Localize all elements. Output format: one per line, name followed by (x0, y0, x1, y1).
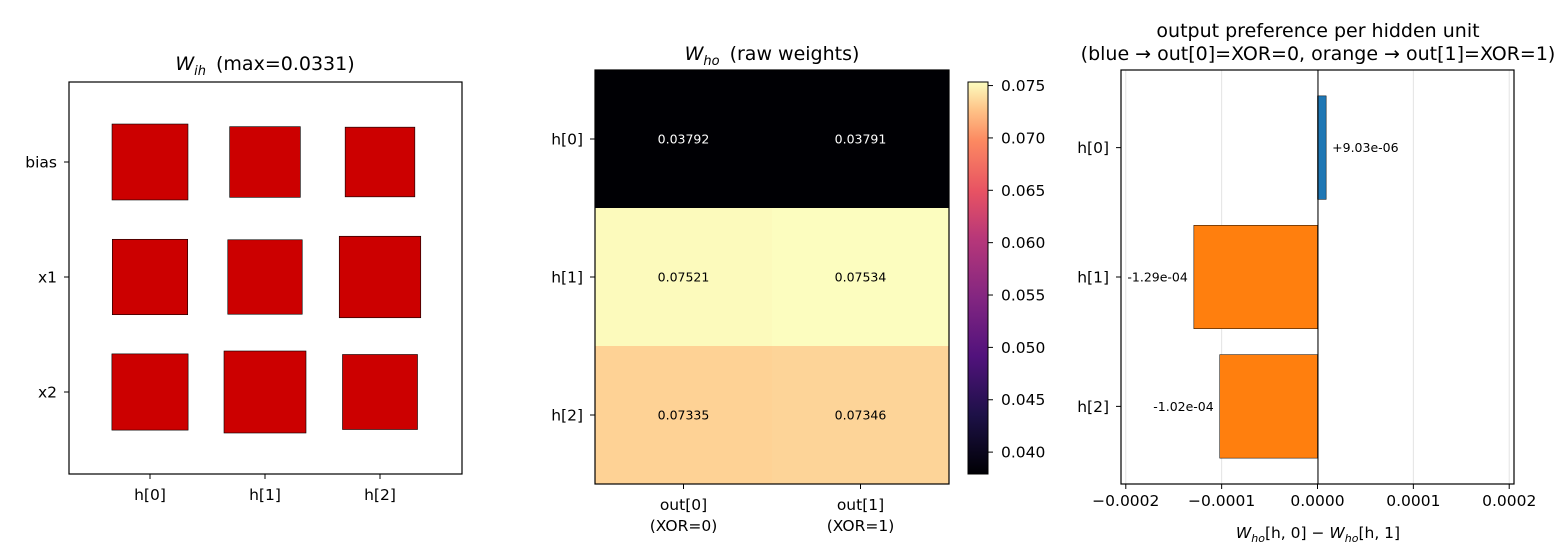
heatmap-col-tick-sublabel: (XOR=0) (650, 517, 718, 535)
heatmap-cell-label: 0.07335 (658, 408, 710, 423)
hinton-title-subscript: ih (194, 64, 206, 79)
hinton-col-tick-label: h[0] (134, 486, 166, 504)
bar-xlabel: Who[h, 0] − Who[h, 1] (1236, 524, 1400, 545)
colorbar-tick-label: 0.040 (1001, 444, 1045, 462)
hinton-square (111, 353, 189, 431)
bar-category-label: h[2] (1077, 398, 1109, 416)
colorbar-tick-label: 0.055 (1001, 287, 1045, 305)
colorbar-tick-label: 0.050 (1001, 339, 1045, 357)
heatmap-cell (595, 208, 772, 346)
bar-xlabel-subscript-1: ho (1251, 532, 1265, 545)
bar-title-line-2: (blue → out[0]=XOR=0, orange → out[1]=XO… (1081, 43, 1556, 65)
bar-category-ticks: h[0] h[1] h[2] (1077, 139, 1121, 416)
heatmap-cell (772, 346, 949, 484)
heatmap-cell-label: 0.07534 (835, 270, 887, 285)
heatmap-cell (772, 208, 949, 346)
bar (1193, 225, 1318, 329)
heatmap-cell-label: 0.03791 (835, 132, 887, 147)
heatmap-row-ticks: h[0] h[1] h[2] (551, 131, 595, 425)
hinton-row-ticks: bias x1 x2 (25, 154, 69, 402)
heatmap-cell-label: 0.03792 (658, 132, 710, 147)
bar-value-label: +9.03e-06 (1332, 140, 1398, 155)
heatmap-row-tick-label: h[1] (551, 269, 583, 287)
hinton-row-tick-label: bias (25, 154, 57, 172)
heatmap-col-tick-label: out[0] (660, 496, 707, 514)
bar-x-tick-label: −0.0001 (1188, 492, 1255, 510)
heatmap-cell (772, 70, 949, 208)
heatmap-title-suffix: (raw weights) (730, 43, 860, 65)
hinton-square (111, 123, 189, 201)
heatmap-col-tick-label: out[1] (837, 496, 884, 514)
heatmap-row-tick-label: h[0] (551, 131, 583, 149)
heatmap-cell-label: 0.07521 (658, 270, 710, 285)
hinton-square (223, 350, 307, 434)
hinton-col-tick-label: h[2] (364, 486, 396, 504)
hinton-square (229, 126, 301, 198)
heatmap-col-tick-sublabel: (XOR=1) (827, 517, 895, 535)
heatmap-cell (595, 346, 772, 484)
heatmap-col-ticks: out[0] (XOR=0) out[1] (XOR=1) (650, 484, 895, 535)
hinton-panel: Wih (max=0.0331) bias x1 x2 h[0] h[1] h[2] (25, 53, 463, 504)
heatmap-row-tick-label: h[2] (551, 407, 583, 425)
colorbar-tick-label: 0.060 (1001, 234, 1045, 252)
heatmap-title: Who (raw weights) (685, 43, 860, 69)
bar-category-label: h[1] (1077, 269, 1109, 287)
bar-xlabel-part-1: [h, 0] − (1265, 524, 1329, 542)
colorbar-tick-label: 0.070 (1001, 129, 1045, 147)
bar-category-label: h[0] (1077, 139, 1109, 157)
bar-x-tick-label: 0.0001 (1386, 492, 1440, 510)
bar-bars: +9.03e-06 -1.29e-04 -1.02e-04 (1127, 95, 1399, 459)
bar-title-line-1: output preference per hidden unit (1156, 20, 1479, 42)
bar-x-tick-label: −0.0002 (1092, 492, 1159, 510)
bar-xlabel-subscript-2: ho (1345, 532, 1359, 545)
colorbar-tick-label: 0.045 (1001, 391, 1045, 409)
bar-xlabel-symbol-2: W (1329, 524, 1345, 542)
hinton-col-tick-label: h[1] (249, 486, 281, 504)
bar-xlabel-part-2: [h, 1] (1358, 524, 1400, 542)
bar-xlabel-symbol-1: W (1236, 524, 1252, 542)
heatmap-cells: 0.03792 0.03791 0.07521 0.07534 0.07335 0.073… (595, 70, 949, 484)
hinton-row-tick-label: x2 (38, 384, 57, 402)
hinton-square (338, 235, 422, 319)
hinton-title: Wih (max=0.0331) (175, 53, 354, 79)
hinton-square (111, 238, 189, 316)
bar-value-label: -1.02e-04 (1153, 399, 1213, 414)
bar (1317, 95, 1327, 200)
hinton-squares (111, 123, 422, 434)
bar-value-label: -1.29e-04 (1127, 270, 1187, 285)
colorbar-tick-label: 0.065 (1001, 182, 1045, 200)
bar-x-ticks: −0.0002 −0.0001 0.0000 0.0001 0.0002 (1092, 484, 1536, 510)
bar-panel: output preference per hidden unit (blue … (1077, 20, 1555, 545)
heatmap-cell-label: 0.07346 (835, 408, 887, 423)
heatmap-title-subscript: ho (703, 54, 719, 69)
colorbar-ticks: 0.040 0.045 0.050 0.055 0.060 0.065 0.070 0.075 (988, 77, 1045, 462)
bar-x-tick-label: 0.0000 (1290, 492, 1344, 510)
colorbar-tick-label: 0.075 (1001, 77, 1045, 95)
hinton-title-symbol: W (175, 53, 195, 75)
colorbar (967, 81, 989, 475)
hinton-square (227, 239, 303, 315)
heatmap-title-symbol: W (685, 43, 705, 65)
hinton-col-ticks: h[0] h[1] h[2] (134, 474, 396, 504)
heatmap-cell (595, 70, 772, 208)
hinton-square (342, 354, 418, 430)
bar (1219, 354, 1318, 459)
hinton-title-suffix: (max=0.0331) (216, 53, 355, 75)
hinton-square (344, 126, 416, 198)
hinton-row-tick-label: x1 (38, 269, 57, 287)
bar-x-tick-label: 0.0002 (1482, 492, 1536, 510)
